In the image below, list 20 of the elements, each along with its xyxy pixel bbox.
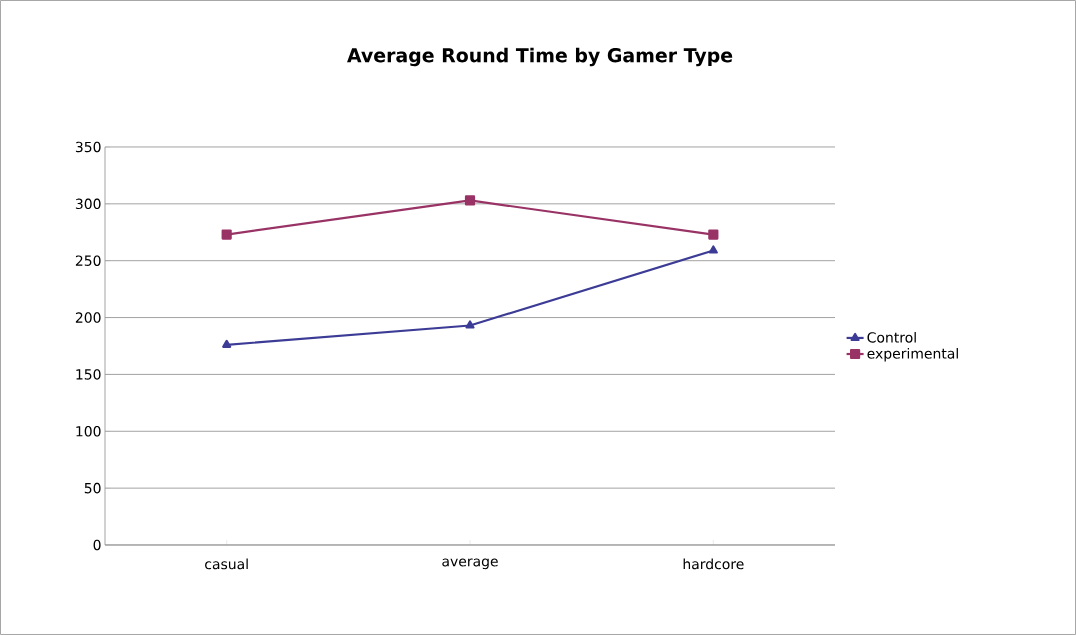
y-tick-label: 350: [75, 141, 101, 153]
x-tick-label: casual: [205, 558, 248, 570]
y-tick-label: 250: [75, 255, 101, 266]
y-tick-label: 150: [76, 369, 101, 380]
x-tick-label: average: [442, 558, 498, 570]
point: [221, 229, 232, 240]
y-tick-label: 100: [76, 425, 101, 437]
point: [465, 320, 475, 329]
y-tick-label: 0: [93, 539, 101, 551]
chart-title: Average Round Time by Gamer Type: [347, 47, 733, 67]
point: [708, 229, 719, 240]
point: [708, 245, 718, 254]
y-tick-label: 50: [84, 482, 101, 494]
x-tick-label: hardcore: [683, 558, 744, 570]
y-tick-label: 300: [75, 198, 101, 210]
legend-label: experimental: [867, 347, 958, 362]
y-tick-label: 200: [75, 312, 101, 323]
point: [222, 339, 232, 348]
legend-label: Control: [867, 331, 916, 343]
point: [464, 195, 476, 206]
